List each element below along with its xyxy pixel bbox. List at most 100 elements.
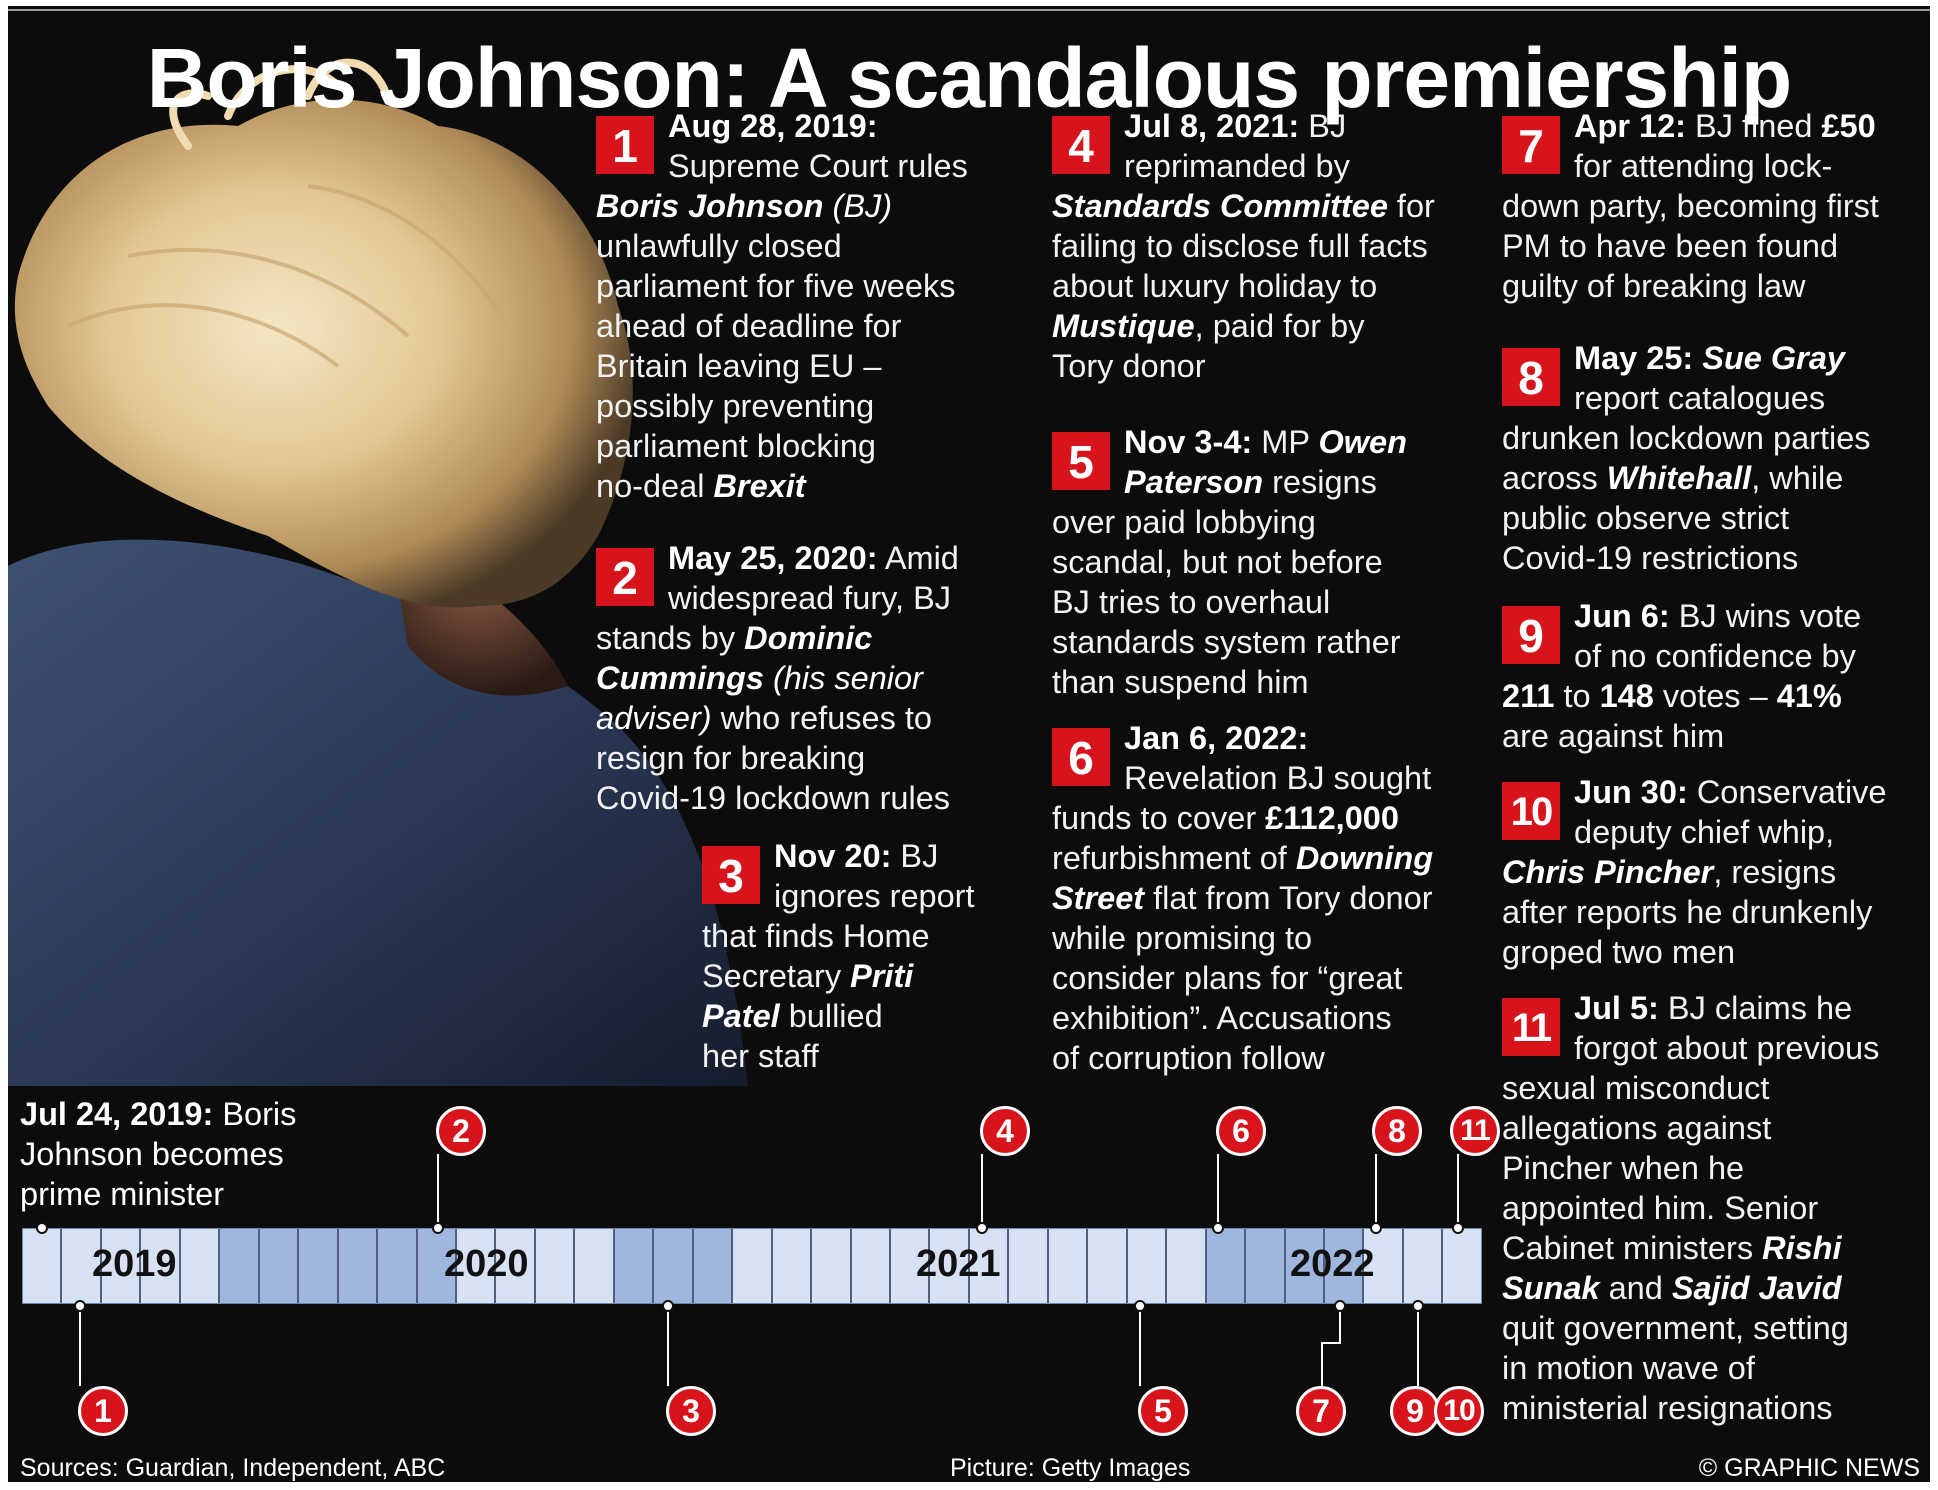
timeline-marker-1: 1 [78,1386,128,1436]
timeline-stem-6 [1217,1154,1219,1222]
entry-text-run: Nov 3-4: [1124,424,1253,460]
entry-6-line: funds to cover £112,000 [1052,798,1492,838]
entry-text-run: funds to cover [1052,800,1266,836]
timeline-dot-10 [1412,1300,1424,1312]
entry-1-line: Britain leaving EU – [596,346,1016,386]
entry-text-run: votes – [1653,678,1777,714]
timeline-marker-3: 3 [666,1386,716,1436]
entry-1-line: Aug 28, 2019: [596,106,1016,146]
entry-text-run: reprimanded by [1124,148,1350,184]
timeline-marker-5: 5 [1138,1386,1188,1436]
entry-1-line: ahead of deadline for [596,306,1016,346]
timeline-month-segment [180,1229,221,1303]
timeline-marker-10: 10 [1434,1386,1484,1436]
timeline-month-segment [1048,1229,1089,1303]
entry-2-line: May 25, 2020: Amid [596,538,1016,578]
timeline-stem-1 [79,1312,81,1386]
entry-1-line: Boris Johnson (BJ) [596,186,1016,226]
entry-text-run: 41% [1776,678,1842,714]
entry-text-run: Jun 6: [1574,598,1670,634]
entry-text-run: Street [1052,880,1145,916]
timeline-stem-8 [1375,1154,1377,1222]
entry-text-run: Downing [1295,840,1434,876]
entry-text-run: Covid-19 lockdown rules [596,780,951,816]
entry-6: 6 Jan 6, 2022: Revelation BJ sought funds t… [1052,718,1492,1078]
start-text-line-3: prime minister [20,1176,225,1212]
photo [8,58,748,1086]
timeline-stem-7-drop [1321,1342,1323,1386]
timeline-month-segment [1324,1229,1365,1303]
entry-text-run: Chris Pincher [1502,854,1714,890]
entry-8-line: public observe strict [1502,498,1930,538]
entry-7-line: Apr 12: BJ fined £50 [1502,106,1930,146]
entry-text-run: Pincher when he [1502,1150,1745,1186]
entry-text-run: to [1554,678,1600,714]
entry-2-line: widespread fury, BJ [596,578,1016,618]
entry-text-run: BJ claims he [1658,990,1853,1026]
entry-text-run: Jul 8, 2021: [1124,108,1300,144]
entry-text-run: Secretary [702,958,851,994]
entry-text-run: Jun 30: [1574,774,1688,810]
entry-6-line: exhibition”. Accusations [1052,998,1492,1038]
timeline-dot-4 [976,1222,988,1234]
timeline-month-segment [456,1229,497,1303]
entry-11-line: allegations against [1502,1108,1930,1148]
entry-4-line: Mustique, paid for by [1052,306,1492,346]
timeline-month-segment [1206,1229,1247,1303]
entry-text-run: in motion wave of [1502,1350,1755,1386]
entry-text-run: standards system rather [1052,624,1401,660]
timeline-dot-2 [432,1222,444,1234]
entry-text-run: refurbishment of [1052,840,1296,876]
entry-text-run: Revelation BJ sought [1124,760,1432,796]
entry-3-line: Nov 20: BJ [702,836,1022,876]
timeline-month-segment [417,1229,457,1303]
entry-text-run: PM to have been found [1502,228,1839,264]
entry-text-run: BJ [1299,108,1347,144]
entry-text-run: unlawfully closed [596,228,842,264]
timeline-stem-7 [1339,1312,1341,1344]
timeline-marker-8: 8 [1372,1106,1422,1156]
timeline-marker-4: 4 [980,1106,1030,1156]
timeline-month-segment [299,1229,339,1303]
timeline-stem-5 [1139,1312,1141,1386]
entry-4-line: reprimanded by [1052,146,1492,186]
entry-text-run: that finds Home [702,918,930,954]
entry-text-run: Conservative [1687,774,1887,810]
entry-text-run: are against him [1502,718,1725,754]
entry-3-line: ignores report [702,876,1022,916]
timeline-month-segment [930,1229,970,1303]
entry-text-run: resign for breaking [596,740,866,776]
year-label-2020: 2020 [444,1243,529,1285]
entry-text-run: deputy chief whip, [1574,814,1835,850]
entry-text-run: , while [1751,460,1844,496]
entry-text-run: Tory donor [1052,348,1206,384]
timeline-marker-2: 2 [436,1106,486,1156]
entry-11-line: ministerial resignations [1502,1388,1930,1428]
entry-10-number-badge: 10 [1502,782,1560,840]
entry-text-run: Nov 20: [774,838,892,874]
timeline-month-segment [1443,1229,1481,1303]
infographic-panel: Boris Johnson: A scandalous premiership … [8,6,1930,1482]
entry-text-run: ministerial resignations [1502,1390,1833,1426]
entry-text-run: BJ [891,838,939,874]
entry-text-run: widespread fury, BJ [668,580,951,616]
entry-text-run: no-deal [596,468,714,504]
timeline-stem-3 [667,1312,669,1386]
entry-6-line: of corruption follow [1052,1038,1492,1078]
entry-text-run: over paid lobbying [1052,504,1316,540]
entry-text-run: Cummings [596,660,764,696]
entry-9-line: Jun 6: BJ wins vote [1502,596,1930,636]
entry-text-run: possibly preventing [596,388,875,424]
timeline-month-segment [378,1229,418,1303]
entry-6-number-badge: 6 [1052,728,1110,786]
entry-text-run: parliament blocking [596,428,877,464]
page-title: Boris Johnson: A scandalous premiership [146,31,1792,125]
entry-4-line: failing to disclose full facts [1052,226,1492,266]
entry-text-run: Brexit [713,468,806,504]
timeline-dot-8 [1370,1222,1382,1234]
entry-text-run: exhibition”. Accusations [1052,1000,1392,1036]
timeline-month-segment [1246,1229,1286,1303]
timeline-dot-7 [1334,1300,1346,1312]
year-label-2021: 2021 [916,1243,1001,1285]
entry-11-line: quit government, setting [1502,1308,1930,1348]
